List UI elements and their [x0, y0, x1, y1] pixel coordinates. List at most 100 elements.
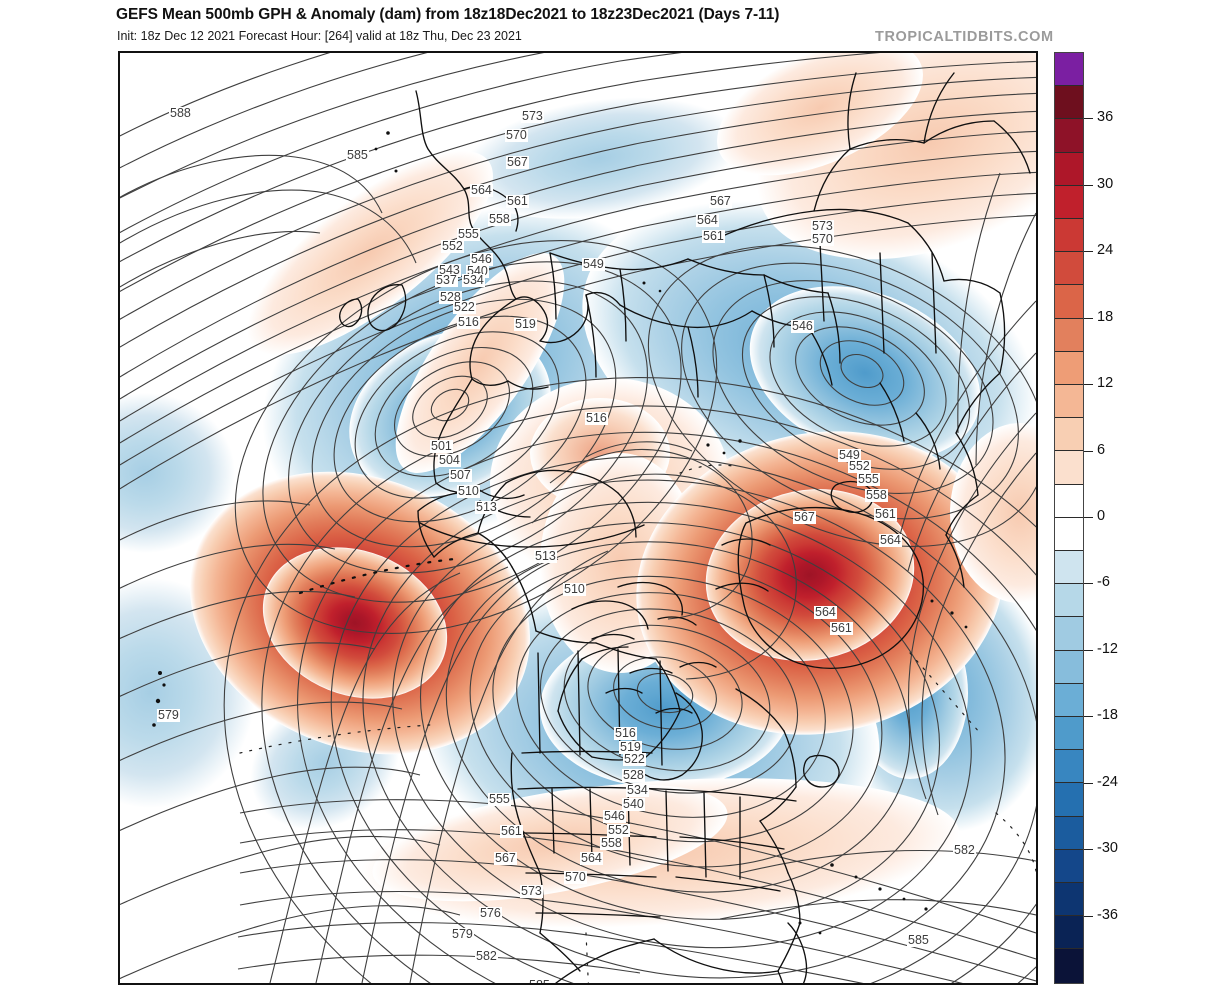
contour-label: 573	[520, 884, 543, 898]
contour-label: 549	[582, 257, 605, 271]
colorbar-swatch	[1055, 883, 1083, 917]
colorbar-tick-mark	[1084, 915, 1093, 917]
contour-label: 516	[457, 315, 480, 329]
contour-label: 513	[534, 549, 557, 563]
contour-label: 561	[500, 824, 523, 838]
coastline-layer	[152, 72, 1036, 983]
contour-label: 558	[865, 488, 888, 502]
colorbar-swatch	[1055, 750, 1083, 784]
colorbar-swatch	[1055, 783, 1083, 817]
contour-label: 540	[622, 797, 645, 811]
contour-label: 504	[438, 453, 461, 467]
contour-label: 528	[622, 768, 645, 782]
contour-label: 561	[874, 507, 897, 521]
contour-label: 546	[791, 319, 814, 333]
colorbar-tick-label: 6	[1097, 441, 1106, 458]
colorbar-swatch	[1055, 451, 1083, 485]
contour-label: 585	[907, 933, 930, 947]
contour-label: 537	[435, 273, 458, 287]
contour-label: 510	[563, 582, 586, 596]
chart-header: GEFS Mean 500mb GPH & Anomaly (dam) from…	[0, 0, 1205, 51]
contour-label: 564	[696, 213, 719, 227]
colorbar-tick-mark	[1084, 118, 1093, 120]
contour-label: 579	[451, 927, 474, 941]
colorbar-swatch	[1055, 418, 1083, 452]
colorbar-tick-mark	[1084, 184, 1093, 186]
contour-label: 507	[449, 468, 472, 482]
page-title: GEFS Mean 500mb GPH & Anomaly (dam) from…	[116, 6, 780, 23]
contour-label: 588	[169, 106, 192, 120]
contour-label: 567	[793, 510, 816, 524]
contour-label: 561	[702, 229, 725, 243]
contour-label: 564	[470, 183, 493, 197]
contour-label: 573	[811, 219, 834, 233]
colorbar-swatch	[1055, 551, 1083, 585]
colorbar-swatch	[1055, 318, 1083, 352]
colorbar-swatch	[1055, 584, 1083, 618]
contour-label: 570	[505, 128, 528, 142]
contour-label: 552	[607, 823, 630, 837]
contour-label: 576	[479, 906, 502, 920]
contour-label: 564	[879, 533, 902, 547]
contour-label: 516	[585, 411, 608, 425]
colorbar-swatch	[1055, 849, 1083, 884]
colorbar-tick-mark	[1084, 251, 1093, 253]
contour-label: 519	[619, 740, 642, 754]
contour-label: 561	[506, 194, 529, 208]
contour-label: 585	[346, 148, 369, 162]
contour-label: 546	[470, 252, 493, 266]
map-panel[interactable]: 588 585 573 570 567 564 561 558 555 552 546 543 540 5…	[118, 51, 1038, 985]
contour-label: 552	[848, 459, 871, 473]
map-canvas	[120, 53, 1036, 983]
contour-label: 552	[441, 239, 464, 253]
contour-label: 555	[457, 227, 480, 241]
contour-label: 501	[430, 439, 453, 453]
contour-label: 543	[438, 263, 461, 277]
colorbar-tick-mark	[1084, 782, 1093, 784]
contour-label: 582	[475, 949, 498, 963]
colorbar-swatch	[1055, 53, 1083, 87]
colorbar-tick-mark	[1084, 317, 1093, 319]
contour-label: 522	[453, 300, 476, 314]
colorbar-tick-label: 30	[1097, 175, 1114, 192]
anomaly-colorbar[interactable]	[1054, 52, 1084, 984]
colorbar-swatch	[1055, 650, 1083, 684]
colorbar-swatch	[1055, 484, 1083, 518]
colorbar-swatch	[1055, 119, 1083, 153]
colorbar-tick-label: 0	[1097, 508, 1106, 524]
contour-label: 567	[494, 851, 517, 865]
colorbar-swatch	[1055, 683, 1083, 718]
colorbar-tick-label: -24	[1097, 773, 1118, 790]
contour-label: 570	[564, 870, 587, 884]
colorbar-tick-mark	[1084, 649, 1093, 651]
colorbar-swatch	[1055, 252, 1083, 286]
colorbar-tick-label: 24	[1097, 242, 1114, 259]
chart-subtitle: Init: 18z Dec 12 2021 Forecast Hour: [26…	[117, 29, 522, 43]
colorbar-swatch	[1055, 717, 1083, 751]
colorbar-tick-label: 12	[1097, 375, 1114, 392]
colorbar-swatch	[1055, 385, 1083, 419]
colorbar-tick-mark	[1084, 450, 1093, 452]
contour-label: 573	[521, 109, 544, 123]
colorbar-tick-mark	[1084, 583, 1093, 585]
contour-label: 522	[623, 752, 646, 766]
colorbar-swatch	[1055, 617, 1083, 651]
contour-label: 513	[475, 500, 498, 514]
contour-label: 585	[528, 979, 551, 983]
colorbar-tick-label: -36	[1097, 906, 1118, 923]
contour-label: 549	[838, 448, 861, 462]
colorbar-swatch	[1055, 351, 1083, 386]
colorbar-tick-mark	[1084, 384, 1093, 386]
contour-label: 534	[626, 783, 649, 797]
colorbar-tick-mark	[1084, 517, 1093, 518]
contour-label: 510	[457, 484, 480, 498]
colorbar-tick-label: 18	[1097, 308, 1114, 325]
contour-label: 579	[157, 708, 180, 722]
contour-label: 534	[462, 273, 485, 287]
colorbar-tick-label: 36	[1097, 109, 1114, 126]
colorbar-tick-label: -30	[1097, 840, 1118, 857]
contour-label: 516	[614, 726, 637, 740]
contour-label: 555	[488, 792, 511, 806]
colorbar-swatch	[1055, 816, 1083, 850]
